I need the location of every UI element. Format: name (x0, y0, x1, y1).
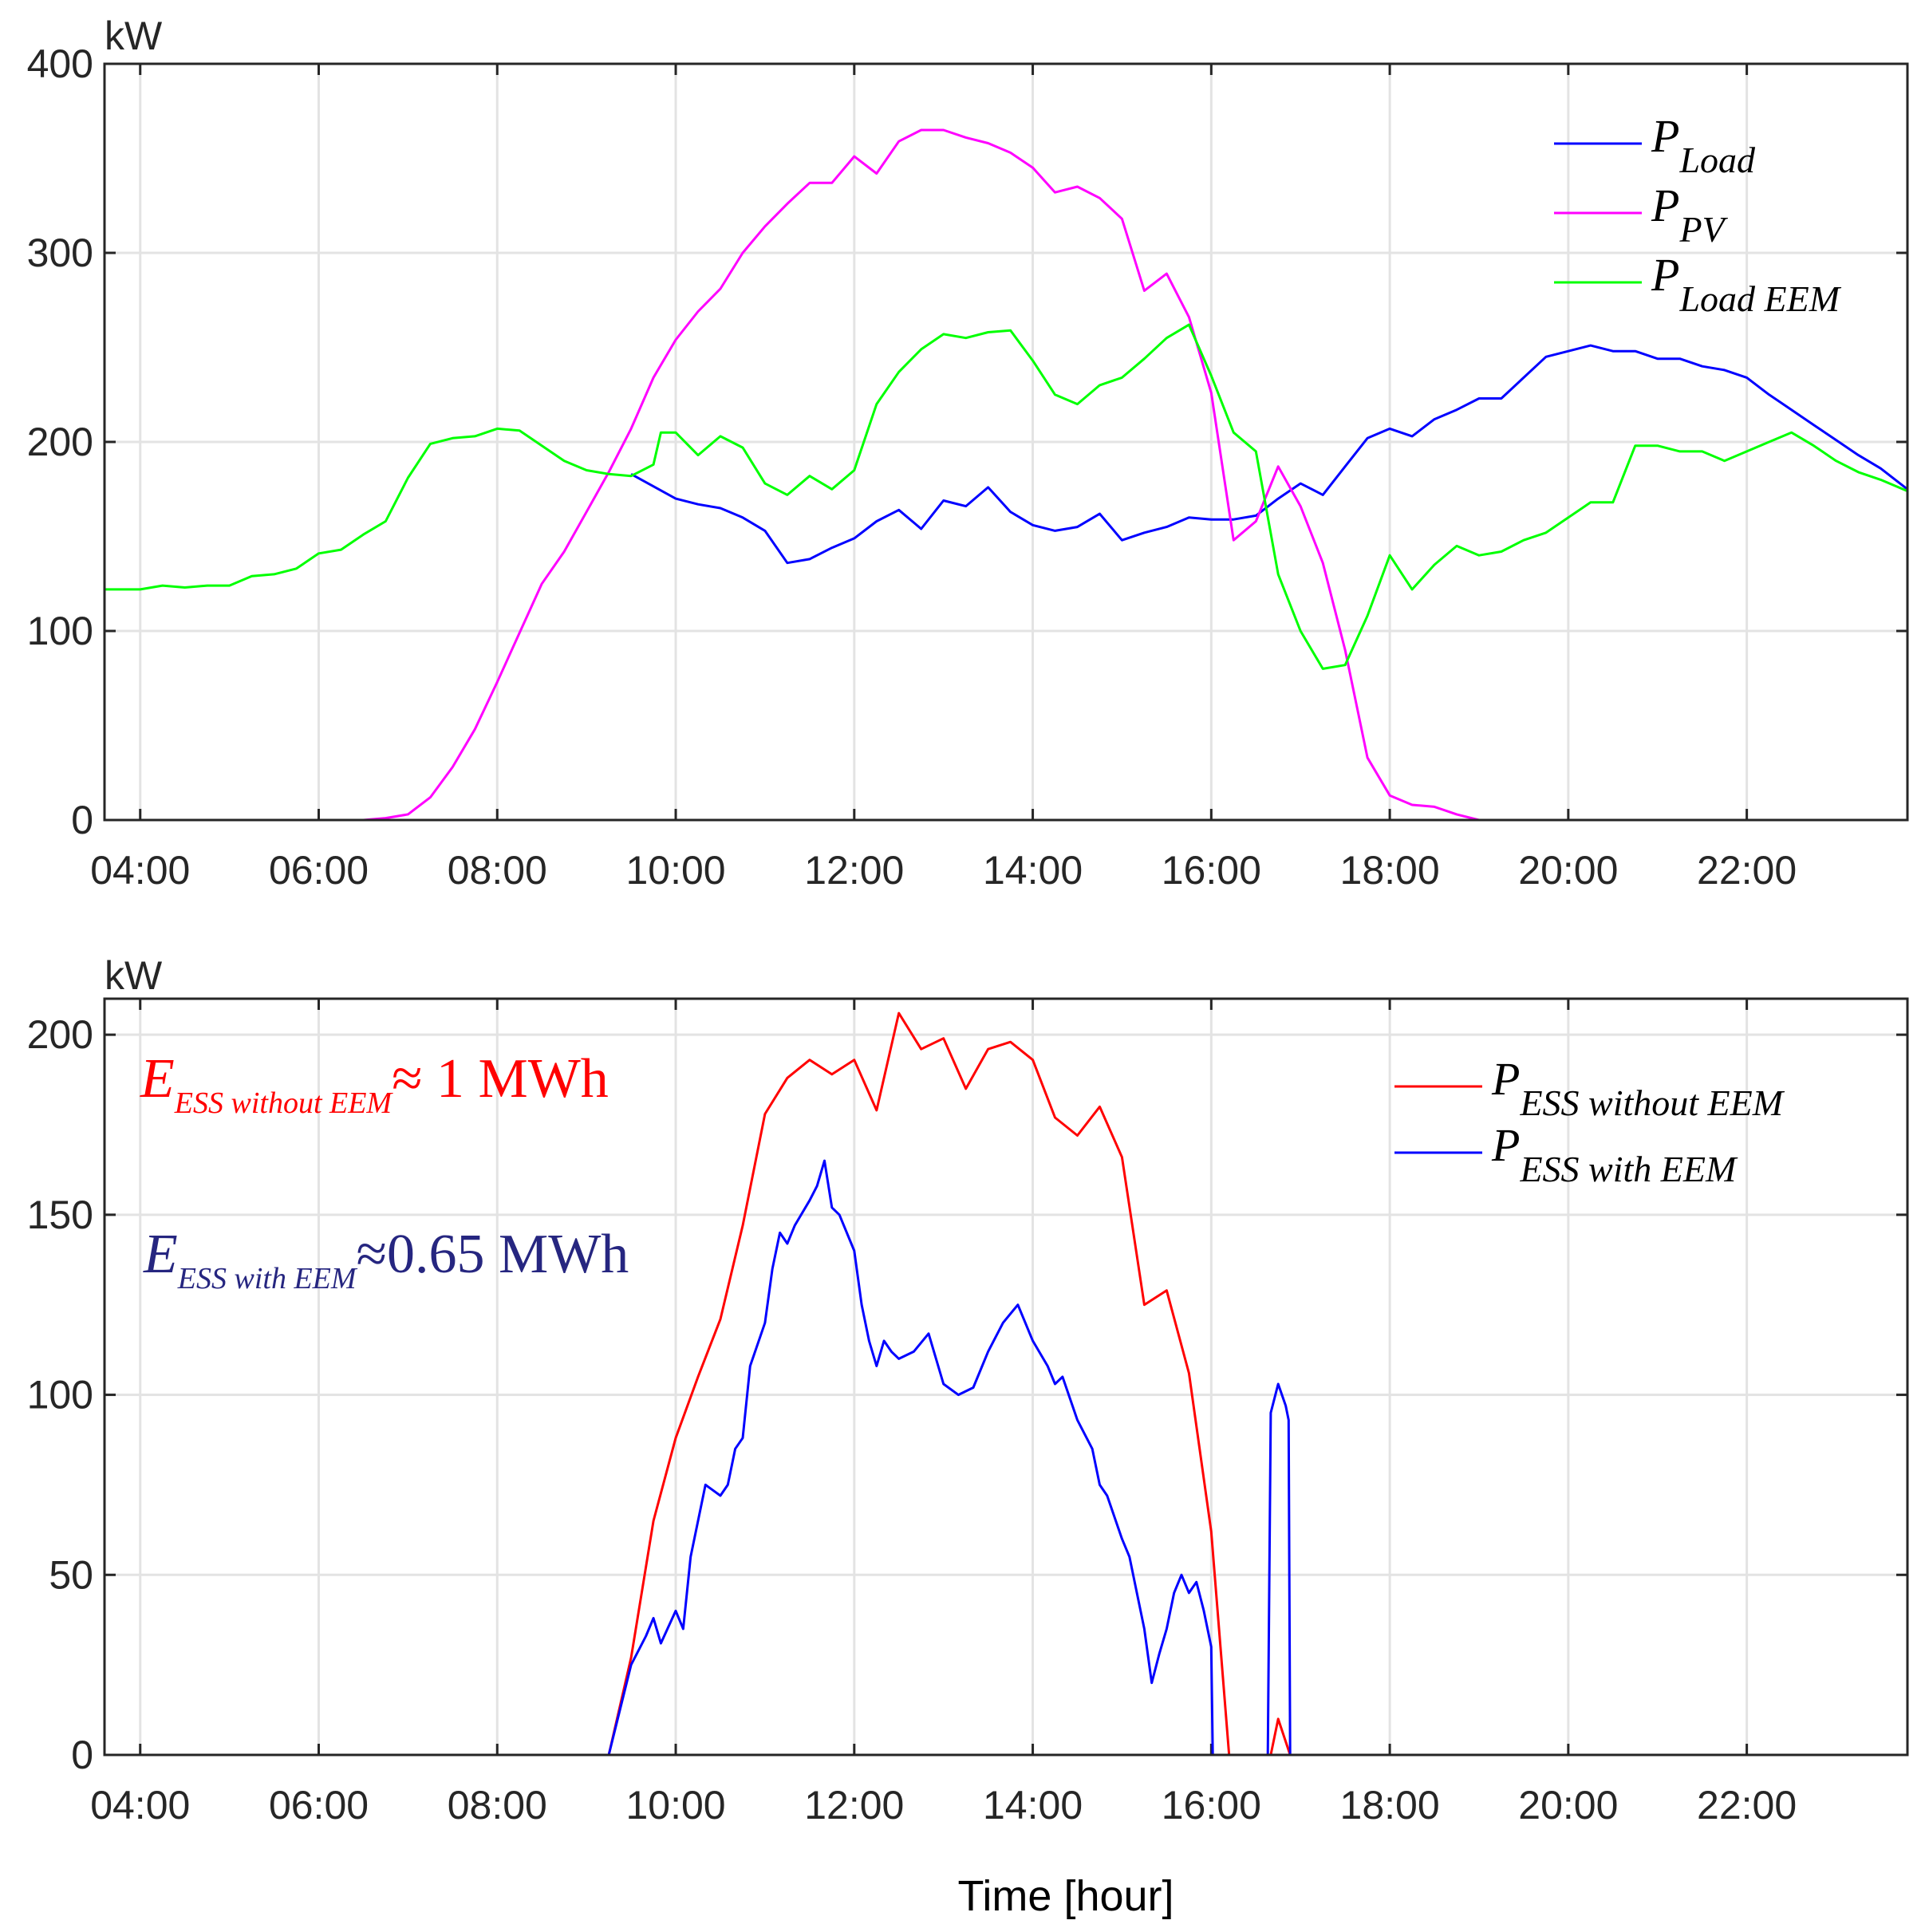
x-tick-label: 14:00 (983, 1783, 1083, 1828)
y-tick-label: 400 (27, 41, 93, 86)
series-line-p-ess-without-eem (105, 1011, 1907, 1757)
x-tick-label: 16:00 (1162, 1783, 1261, 1828)
x-tick-label: 06:00 (269, 848, 369, 893)
top-series (105, 128, 1908, 822)
series-line-p-load (630, 344, 1908, 565)
x-tick-label: 18:00 (1340, 848, 1440, 893)
bottom-panel: 0 50 100 150 200 04:00 06:00 08:00 10:00 12:00 14:… (27, 953, 1909, 1828)
x-tick-label: 12:00 (804, 848, 904, 893)
y-tick-label: 100 (27, 609, 93, 653)
x-tick-label: 20:00 (1518, 848, 1618, 893)
series-line-p-pv (105, 128, 1907, 822)
top-axis-ticks: 0 100 200 300 400 04:00 06:00 08:00 10:00 12:00 14… (27, 41, 1907, 893)
y-tick-label: 0 (71, 798, 93, 842)
x-tick-label: 22:00 (1697, 1783, 1797, 1828)
top-y-unit-label: kW (105, 14, 163, 58)
top-panel: 0 100 200 300 400 04:00 06:00 08:00 10:00 12:00 14… (27, 14, 1909, 893)
legend-entry-label: PPV (1651, 179, 1729, 250)
x-tick-label: 10:00 (625, 1783, 725, 1828)
y-tick-label: 100 (27, 1373, 93, 1417)
y-tick-label: 200 (27, 1012, 93, 1057)
bottom-series (105, 1011, 1907, 1757)
y-tick-label: 300 (27, 231, 93, 275)
x-tick-label: 08:00 (448, 1783, 547, 1828)
x-tick-label: 10:00 (625, 848, 725, 893)
y-tick-label: 50 (49, 1552, 93, 1597)
x-axis-label: Time [hour] (957, 1872, 1174, 1920)
top-plot-frame (103, 62, 1909, 822)
series-line-p-load-eem (105, 323, 1908, 670)
legend-entry-label: PLoad EEM (1651, 249, 1842, 319)
x-tick-label: 04:00 (90, 848, 190, 893)
x-tick-label: 12:00 (804, 1783, 904, 1828)
x-tick-label: 18:00 (1340, 1783, 1440, 1828)
bottom-axis-ticks: 0 50 100 150 200 04:00 06:00 08:00 10:00 12:00 14:… (27, 999, 1907, 1828)
energy-annotation: EESS with EEM≈0.65 MWh (143, 1224, 629, 1295)
x-tick-label: 04:00 (90, 1783, 190, 1828)
series-line-p-ess-with-eem (105, 1159, 1907, 1757)
bottom-annotations: EESS without EEM≈ 1 MWh EESS with EEM≈0.6… (140, 1048, 629, 1295)
legend-entry-label: PESS with EEM (1491, 1119, 1738, 1189)
x-tick-label: 22:00 (1697, 848, 1797, 893)
legend-entry-label: PESS without EEM (1491, 1053, 1785, 1123)
energy-annotation: EESS without EEM≈ 1 MWh (140, 1048, 609, 1120)
y-tick-label: 200 (27, 420, 93, 464)
x-tick-label: 08:00 (448, 848, 547, 893)
y-tick-label: 0 (71, 1733, 93, 1777)
x-tick-label: 16:00 (1162, 848, 1261, 893)
x-tick-label: 06:00 (269, 1783, 369, 1828)
bottom-y-unit-label: kW (105, 953, 163, 998)
legend-entry-label: PLoad (1651, 110, 1756, 180)
x-tick-label: 14:00 (983, 848, 1083, 893)
bottom-plot-frame (103, 997, 1909, 1757)
x-tick-label: 20:00 (1518, 1783, 1618, 1828)
y-tick-label: 150 (27, 1193, 93, 1237)
